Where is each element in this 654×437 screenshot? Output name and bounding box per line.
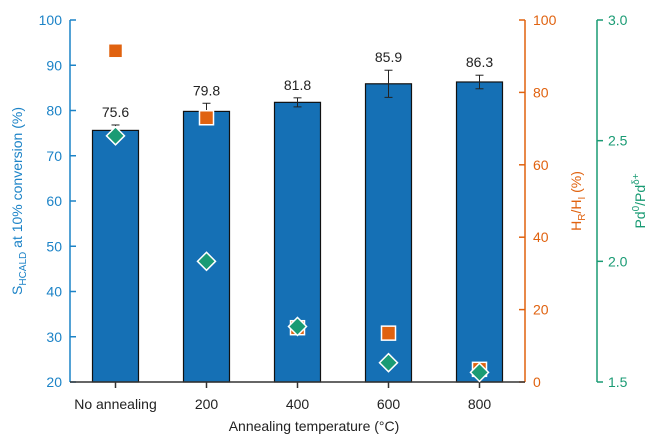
right-axis-1-ticks: 0 20 40 60 80 100	[519, 12, 557, 390]
bar	[273, 101, 322, 383]
right-axis-2-title: Pd0/Pdδ+	[631, 173, 648, 228]
left-tick-label: 20	[46, 374, 62, 390]
right1-tick-label: 100	[533, 12, 557, 28]
x-tick-label: No annealing	[74, 396, 157, 412]
left-axis: 20 30 40 50 60 70 80 90 100 SHCALD at 10% conver…	[9, 12, 76, 390]
bar	[455, 81, 504, 383]
diamond-marker	[469, 362, 490, 383]
square-marker	[198, 109, 215, 126]
x-tick-label: 800	[468, 396, 492, 412]
right-axis-1: 0 20 40 60 80 100 HR/HI (%)	[519, 12, 588, 390]
diamond-marker	[196, 251, 217, 272]
left-tick-label: 70	[46, 148, 62, 164]
left-tick-label: 100	[39, 12, 63, 28]
left-tick-label: 90	[46, 57, 62, 73]
square-marker	[107, 43, 124, 59]
left-tick-label: 30	[46, 329, 62, 345]
x-axis: No annealing 200 400 600 800	[70, 381, 525, 412]
diamond-marker	[378, 352, 399, 373]
bar-data-label: 86.3	[466, 54, 493, 70]
right2-tick-label: 2.0	[608, 253, 628, 269]
diamond-marker	[105, 125, 126, 146]
x-tick-label: 600	[377, 396, 401, 412]
left-tick-label: 40	[46, 284, 62, 300]
x-tick-label: 200	[195, 396, 219, 412]
right1-tick-label: 20	[533, 302, 549, 318]
x-tick-label: 400	[286, 396, 310, 412]
square-marker	[380, 325, 397, 341]
right-axis-1-title: HR/HI (%)	[568, 171, 588, 231]
right2-tick-label: 1.5	[608, 374, 628, 390]
bar	[182, 110, 231, 383]
bar-data-label: 75.6	[102, 104, 129, 120]
bar-data-label: 85.9	[375, 49, 402, 65]
bar-data-label: 79.8	[193, 82, 220, 98]
right1-tick-label: 60	[533, 157, 549, 173]
right1-tick-label: 80	[533, 84, 549, 100]
bar-data-label: 81.8	[284, 77, 311, 93]
right-axis-2: 1.5 2.0 2.5 3.0 Pd0/Pdδ+	[596, 12, 648, 390]
x-axis-title: Annealing temperature (°C)	[229, 418, 400, 434]
markers-layer	[105, 43, 490, 383]
right-axis-2-ticks: 1.5 2.0 2.5 3.0	[597, 12, 628, 390]
right2-tick-label: 3.0	[608, 12, 628, 28]
right1-tick-label: 40	[533, 229, 549, 245]
left-tick-label: 80	[46, 103, 62, 119]
diamond-marker	[287, 316, 308, 337]
right2-tick-label: 2.5	[608, 133, 628, 149]
left-axis-title: SHCALD at 10% conversion (%)	[9, 107, 29, 295]
left-tick-label: 60	[46, 193, 62, 209]
right1-tick-label: 0	[533, 374, 541, 390]
bar	[91, 129, 140, 383]
left-tick-label: 50	[46, 238, 62, 254]
left-axis-ticks: 20 30 40 50 60 70 80 90 100	[39, 12, 76, 390]
